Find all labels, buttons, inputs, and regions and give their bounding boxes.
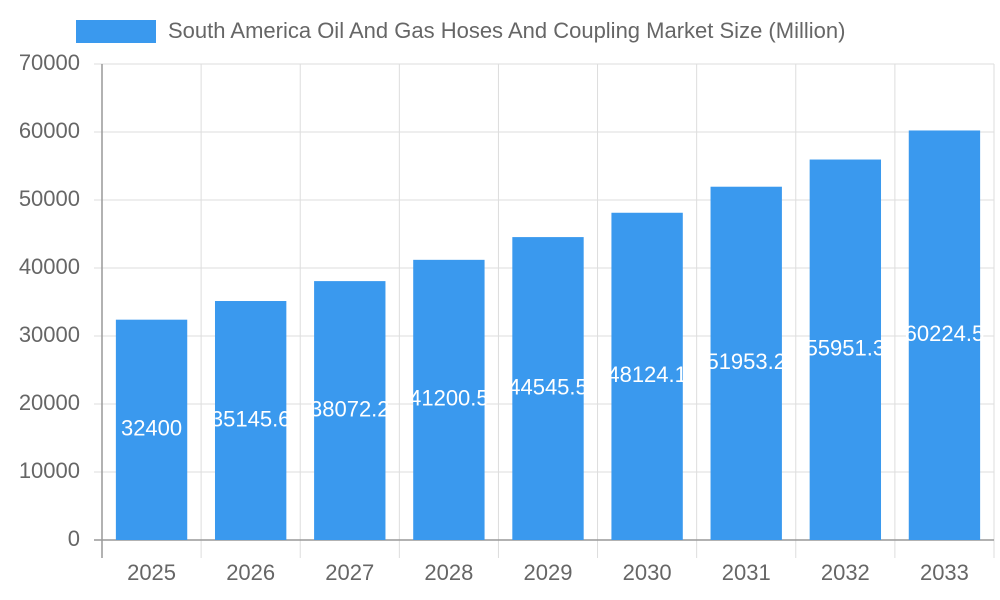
y-tick-label: 60000 xyxy=(19,118,80,143)
data-label: 44545.5 xyxy=(508,374,588,399)
x-tick-label: 2033 xyxy=(920,560,969,585)
bar xyxy=(214,301,287,540)
data-label: 55951.3 xyxy=(806,336,886,361)
y-tick-label: 10000 xyxy=(19,458,80,483)
bar xyxy=(809,159,882,540)
legend-swatch xyxy=(76,20,156,43)
data-label: 41200.5 xyxy=(409,386,489,411)
x-tick-label: 2031 xyxy=(722,560,771,585)
bar xyxy=(413,259,485,540)
data-label: 35145.6 xyxy=(211,406,291,431)
data-label: 60224.5 xyxy=(905,321,985,346)
x-tick-label: 2029 xyxy=(524,560,573,585)
y-tick-label: 20000 xyxy=(19,390,80,415)
x-tick-label: 2032 xyxy=(821,560,870,585)
y-tick-label: 0 xyxy=(68,526,80,551)
x-tick-label: 2028 xyxy=(424,560,473,585)
bar xyxy=(314,281,386,540)
data-label: 38072.2 xyxy=(310,396,390,421)
bar xyxy=(512,237,584,540)
y-tick-label: 40000 xyxy=(19,254,80,279)
bar xyxy=(611,212,683,541)
y-tick-label: 30000 xyxy=(19,322,80,347)
bar xyxy=(115,319,188,540)
x-tick-label: 2026 xyxy=(226,560,275,585)
y-tick-label: 70000 xyxy=(19,50,80,75)
data-label: 51953.2 xyxy=(706,349,786,374)
x-tick-label: 2027 xyxy=(325,560,374,585)
legend-label: South America Oil And Gas Hoses And Coup… xyxy=(168,18,845,43)
x-tick-label: 2025 xyxy=(127,560,176,585)
bar xyxy=(710,186,782,540)
bar xyxy=(908,130,981,541)
y-tick-label: 50000 xyxy=(19,186,80,211)
data-label: 32400 xyxy=(121,416,182,441)
data-label: 48124.1 xyxy=(607,362,687,387)
x-tick-label: 2030 xyxy=(623,560,672,585)
